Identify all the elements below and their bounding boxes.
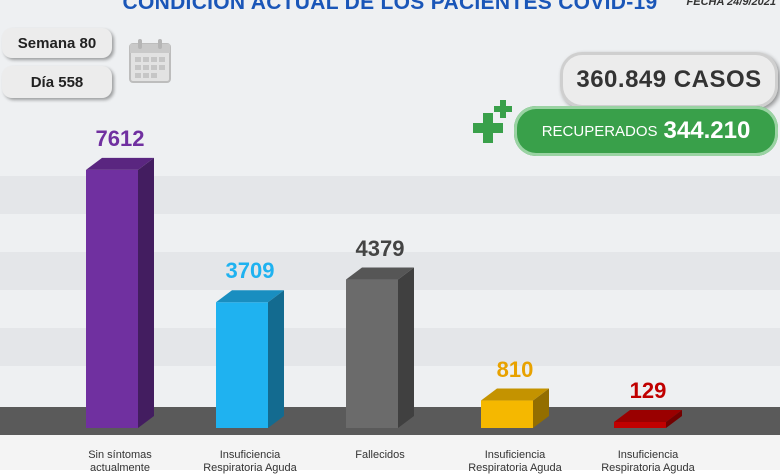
bar-top <box>614 410 682 422</box>
category-label: Insuficiencia Respiratoria Aguda <box>468 449 562 474</box>
bar-side <box>666 410 682 428</box>
bar <box>346 267 414 428</box>
bar-front <box>481 400 533 428</box>
bar-top <box>86 157 154 170</box>
bar-side <box>398 267 414 428</box>
plus-icon <box>473 113 503 143</box>
day-badge: Día 558 <box>2 66 112 98</box>
bar-front <box>346 279 398 428</box>
bar-value-label: 7612 <box>95 125 145 151</box>
calendar-icon <box>129 39 171 83</box>
bar-top <box>346 267 414 280</box>
bar-top <box>216 290 284 303</box>
date-label: FECHA 24/9/2021 <box>686 0 776 8</box>
bar-value-label: 810 <box>496 356 534 382</box>
bar-value-label: 3709 <box>225 258 275 284</box>
bar-side <box>533 388 549 428</box>
category-label: Insuficiencia Respiratoria Aguda <box>203 449 297 474</box>
recovered-value: 344.210 <box>663 117 751 144</box>
bar-value-label: 4379 <box>355 235 405 261</box>
bar-top <box>481 388 549 401</box>
bar <box>86 157 154 428</box>
bar <box>614 410 682 428</box>
bar-side <box>268 290 284 428</box>
chart-base <box>0 435 780 470</box>
category-label: Insuficiencia Respiratoria Aguda <box>601 449 695 474</box>
recovered-label: RECUPERADOS <box>541 122 658 140</box>
recovered-badge: RECUPERADOS 344.210 <box>514 106 778 156</box>
total-cases-badge: 360.849 CASOS <box>560 52 778 108</box>
bar-front <box>216 302 268 428</box>
bar-front <box>86 169 138 428</box>
bar-side <box>138 157 154 428</box>
category-label: Sin síntomas actualmente <box>88 449 152 474</box>
page-title: CONDICIÓN ACTUAL DE LOS PACIENTES COVID-… <box>122 0 658 14</box>
plus-icon <box>494 100 512 118</box>
bar <box>481 388 549 428</box>
bar-front <box>614 422 666 428</box>
bar-value-label: 129 <box>629 378 667 403</box>
category-label: Fallecidos <box>355 449 405 461</box>
bar <box>216 290 284 428</box>
week-badge: Semana 80 <box>2 28 112 58</box>
